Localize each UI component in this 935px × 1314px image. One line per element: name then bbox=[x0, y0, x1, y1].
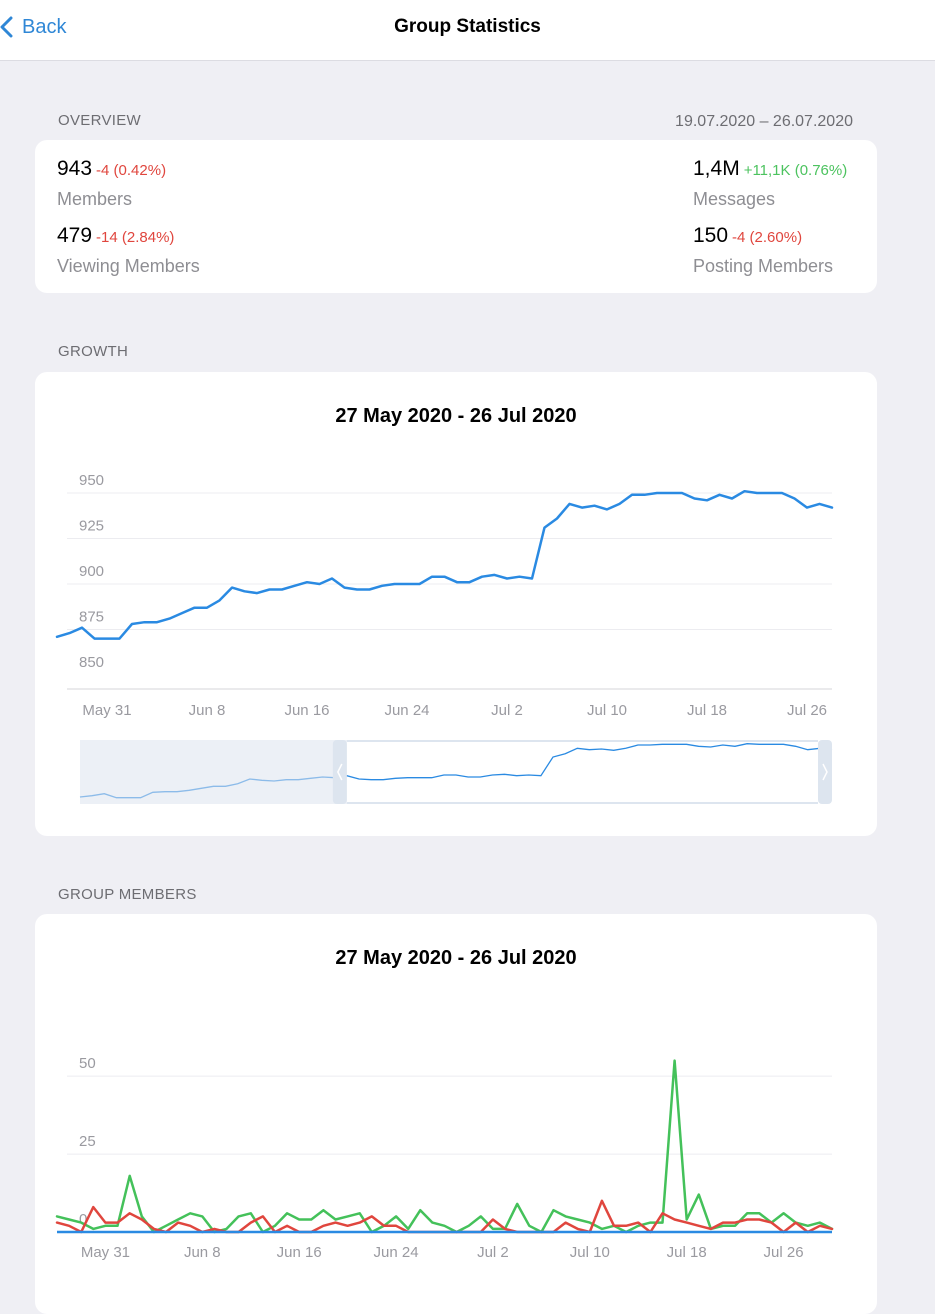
series-line bbox=[55, 1199, 834, 1234]
x-tick-label: Jul 18 bbox=[687, 702, 727, 719]
growth-section-label: GROWTH bbox=[58, 343, 129, 360]
stat-delta: +11,1K (0.76%) bbox=[743, 162, 848, 179]
stat-value: 479 bbox=[57, 224, 93, 247]
x-tick-label: Jun 24 bbox=[384, 702, 429, 719]
y-tick-label: 25 bbox=[79, 1133, 96, 1150]
stat-label: Members bbox=[57, 189, 133, 209]
growth-card: 27 May 2020 - 26 Jul 2020 950 925 900 875 85… bbox=[35, 372, 877, 836]
y-tick-label: 0 bbox=[79, 1211, 87, 1228]
x-tick-label: Jul 10 bbox=[570, 1244, 610, 1261]
chevron-left-icon bbox=[337, 763, 343, 781]
stat-label: Messages bbox=[693, 189, 776, 209]
stat-messages: 1,4M +11,1K (0.76%) Messages bbox=[693, 157, 847, 210]
x-tick-label: Jun 16 bbox=[284, 702, 329, 719]
x-tick-label: Jul 2 bbox=[491, 702, 523, 719]
growth-chart[interactable]: 950 925 900 875 850 May 31 Jun 8 Jun 16 Jun 24 Ju… bbox=[35, 372, 877, 836]
overview-card: 943 -4 (0.42%) Members 479 -14 (2.84%) Vie… bbox=[35, 140, 877, 293]
nav-bar: Back Group Statistics bbox=[0, 0, 935, 61]
stat-viewing-members: 479 -14 (2.84%) Viewing Members bbox=[57, 224, 200, 277]
stat-delta: -14 (2.84%) bbox=[96, 229, 175, 246]
navigator-left-handle[interactable] bbox=[332, 740, 347, 804]
stat-value: 150 bbox=[693, 224, 729, 247]
group-members-chart-title: 27 May 2020 - 26 Jul 2020 bbox=[335, 947, 577, 969]
x-tick-label: Jun 8 bbox=[189, 702, 226, 719]
group-members-section-label: GROUP MEMBERS bbox=[58, 886, 197, 903]
x-tick-label: Jul 26 bbox=[764, 1244, 804, 1261]
growth-chart-title: 27 May 2020 - 26 Jul 2020 bbox=[335, 405, 577, 427]
x-tick-label: May 31 bbox=[81, 1244, 130, 1261]
stat-members: 943 -4 (0.42%) Members bbox=[57, 157, 166, 210]
stat-delta: -4 (2.60%) bbox=[732, 229, 803, 246]
x-tick-label: Jul 2 bbox=[477, 1244, 509, 1261]
x-tick-label: Jun 16 bbox=[277, 1244, 322, 1261]
series-line bbox=[55, 489, 834, 640]
y-tick-label: 50 bbox=[79, 1055, 96, 1072]
group-members-card: 27 May 2020 - 26 Jul 2020 50 25 0 May 31 Jun… bbox=[35, 914, 877, 1314]
back-button[interactable]: Back bbox=[0, 12, 66, 42]
stat-value: 1,4M bbox=[693, 157, 740, 180]
chevron-right-icon bbox=[822, 763, 828, 781]
navigator-unselected-mask bbox=[80, 740, 347, 804]
y-tick-label: 850 bbox=[79, 654, 104, 671]
y-tick-label: 875 bbox=[79, 609, 104, 626]
stat-posting-members: 150 -4 (2.60%) Posting Members bbox=[693, 224, 833, 277]
x-tick-label: Jun 8 bbox=[184, 1244, 221, 1261]
x-tick-label: May 31 bbox=[82, 702, 131, 719]
stat-label: Posting Members bbox=[693, 256, 834, 276]
series-line bbox=[55, 1059, 834, 1234]
x-tick-label: Jun 24 bbox=[374, 1244, 419, 1261]
overview-section-label: OVERVIEW bbox=[58, 112, 141, 129]
x-tick-label: Jul 26 bbox=[787, 702, 827, 719]
stat-value: 943 bbox=[57, 157, 93, 180]
overview-date-range: 19.07.2020 – 26.07.2020 bbox=[675, 113, 853, 130]
y-tick-label: 950 bbox=[79, 472, 104, 489]
stat-delta: -4 (0.42%) bbox=[96, 162, 167, 179]
y-tick-label: 900 bbox=[79, 563, 104, 580]
x-tick-label: Jul 18 bbox=[667, 1244, 707, 1261]
chevron-left-icon bbox=[0, 16, 13, 38]
stat-label: Viewing Members bbox=[57, 256, 200, 276]
back-label: Back bbox=[22, 15, 67, 38]
page-title: Group Statistics bbox=[394, 16, 541, 37]
y-tick-label: 925 bbox=[79, 518, 104, 535]
group-members-chart[interactable]: 50 25 0 May 31 Jun 8 Jun 16 Jun 24 Jul 2 Jul 10 J… bbox=[35, 914, 877, 1314]
x-tick-label: Jul 10 bbox=[587, 702, 627, 719]
navigator-right-handle[interactable] bbox=[818, 740, 832, 804]
